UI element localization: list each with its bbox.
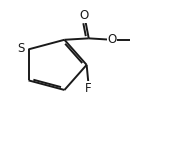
Text: O: O [79,9,88,22]
Text: S: S [17,42,24,55]
Text: O: O [107,33,116,46]
Text: F: F [85,82,92,95]
